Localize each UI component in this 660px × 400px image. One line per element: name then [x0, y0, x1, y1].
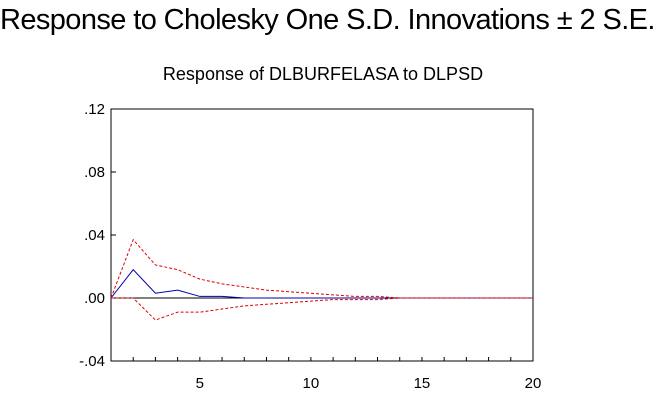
- y-tick-label: .04: [84, 227, 105, 244]
- plot-frame: [110, 108, 534, 362]
- x-tick-label: 15: [414, 375, 431, 392]
- y-tick-label: .12: [84, 101, 105, 118]
- page-title: Response to Cholesky One S.D. Innovation…: [0, 4, 655, 36]
- upper-band-line: [110, 238, 533, 299]
- x-tick-label: 5: [196, 375, 204, 392]
- y-tick-label: .08: [84, 164, 105, 181]
- chart-title: Response of DLBURFELASA to DLPSD: [163, 64, 483, 84]
- x-tick-label: 10: [303, 375, 320, 392]
- lower-band-line: [111, 297, 533, 321]
- x-tick-label: 20: [525, 375, 542, 392]
- y-tick-label: -.04: [79, 353, 105, 370]
- y-tick-label: .00: [84, 290, 105, 307]
